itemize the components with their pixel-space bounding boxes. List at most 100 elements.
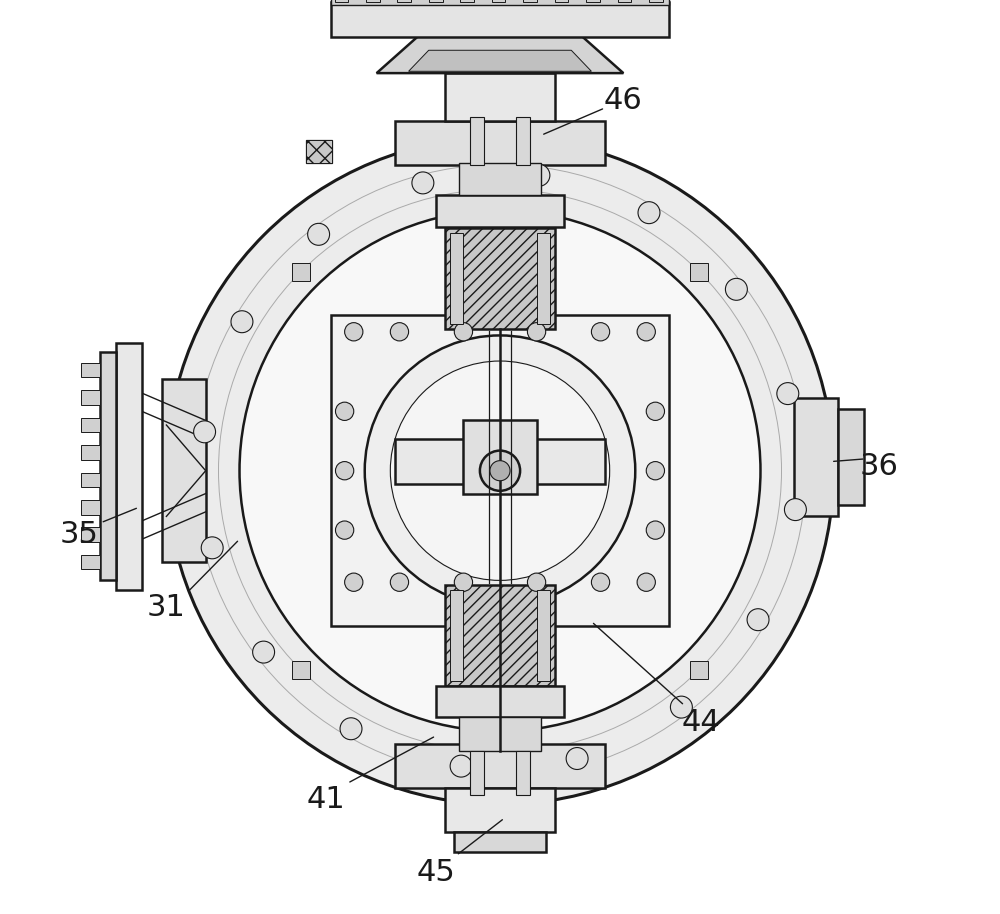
Bar (516, 751, 530, 795)
Bar (292, 262, 310, 281)
Bar (100, 352, 116, 580)
Bar (306, 140, 332, 163)
Bar (690, 262, 708, 281)
Bar (395, 121, 605, 165)
Bar (331, 315, 669, 626)
Circle shape (308, 223, 330, 245)
Bar (470, 117, 484, 165)
Bar (331, 0, 669, 5)
Bar (445, 585, 555, 686)
Bar (436, 195, 564, 227)
Bar (459, 163, 541, 195)
Circle shape (784, 499, 806, 521)
Circle shape (454, 573, 473, 591)
Circle shape (646, 521, 665, 539)
Circle shape (345, 573, 363, 591)
Bar (81, 500, 100, 515)
Bar (116, 343, 142, 590)
Text: 31: 31 (147, 593, 186, 622)
Bar (460, 0, 474, 2)
Circle shape (390, 361, 610, 580)
Bar (555, 0, 568, 2)
Bar (445, 228, 555, 329)
Text: 45: 45 (417, 858, 455, 887)
Circle shape (412, 172, 434, 194)
Circle shape (480, 451, 520, 491)
Bar (838, 409, 864, 505)
Bar (454, 832, 546, 852)
Bar (537, 590, 550, 681)
Circle shape (646, 402, 665, 420)
Bar (162, 379, 206, 562)
Circle shape (490, 461, 510, 481)
Text: 35: 35 (60, 520, 99, 549)
Circle shape (335, 462, 354, 480)
Circle shape (240, 210, 760, 731)
Text: 44: 44 (682, 707, 720, 737)
Bar (492, 0, 505, 2)
Bar (81, 418, 100, 432)
Circle shape (725, 279, 747, 301)
Bar (81, 445, 100, 460)
Bar (395, 439, 605, 484)
Circle shape (747, 609, 769, 631)
Circle shape (231, 311, 253, 333)
Bar (463, 420, 537, 494)
Bar (450, 233, 463, 324)
Circle shape (637, 323, 655, 341)
Circle shape (194, 420, 216, 442)
Circle shape (450, 755, 472, 777)
Circle shape (166, 137, 834, 804)
Circle shape (345, 323, 363, 341)
Polygon shape (377, 37, 623, 73)
Bar (366, 0, 380, 2)
Bar (459, 717, 541, 751)
Circle shape (591, 573, 610, 591)
Bar (586, 0, 600, 2)
Bar (445, 73, 555, 121)
Bar (335, 0, 348, 2)
Circle shape (335, 521, 354, 539)
Bar (292, 661, 310, 679)
Polygon shape (306, 140, 332, 163)
Bar (523, 0, 537, 2)
Circle shape (365, 335, 635, 606)
Circle shape (201, 537, 223, 558)
Bar (81, 473, 100, 487)
Circle shape (777, 383, 799, 405)
Bar (470, 751, 484, 795)
Circle shape (527, 573, 546, 591)
Bar (331, 2, 669, 37)
Circle shape (670, 696, 692, 718)
Text: 36: 36 (860, 452, 899, 481)
Bar (81, 363, 100, 377)
Circle shape (637, 573, 655, 591)
Bar (429, 0, 443, 2)
Circle shape (335, 402, 354, 420)
Bar (516, 117, 530, 165)
Bar (618, 0, 631, 2)
Bar (436, 686, 564, 717)
Bar (690, 661, 708, 679)
Circle shape (638, 202, 660, 224)
Bar (649, 0, 663, 2)
Bar (81, 390, 100, 405)
Bar (397, 0, 411, 2)
Bar (395, 744, 605, 788)
Bar (445, 788, 555, 832)
Bar (794, 398, 838, 516)
Circle shape (340, 717, 362, 739)
Bar (537, 233, 550, 324)
Polygon shape (409, 50, 591, 71)
Circle shape (646, 462, 665, 480)
Bar (81, 527, 100, 542)
Bar (450, 590, 463, 681)
Circle shape (390, 323, 409, 341)
Bar (81, 555, 100, 569)
Circle shape (390, 573, 409, 591)
Circle shape (454, 323, 473, 341)
Circle shape (527, 323, 546, 341)
Circle shape (528, 165, 550, 186)
Circle shape (591, 323, 610, 341)
Text: 46: 46 (604, 86, 643, 115)
